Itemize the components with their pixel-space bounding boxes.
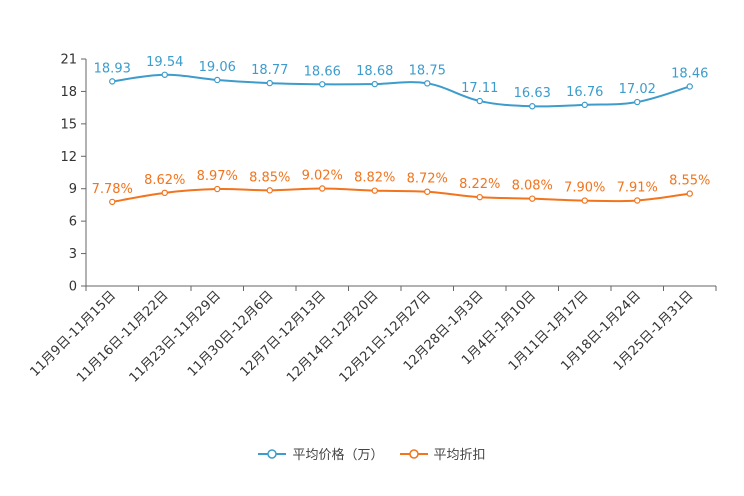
series-price-data-label: 16.76 [566,85,603,100]
series-discount-point [529,195,536,202]
series-discount-data-label: 9.02% [302,168,343,183]
series-price-data-label: 19.54 [146,55,183,70]
series-price-point [686,83,693,90]
series-price-data-label: 18.46 [671,66,708,81]
series-price-data-label: 18.77 [251,63,288,78]
series-price-data-label: 16.63 [514,86,551,101]
legend-price-marker-icon [258,448,287,459]
series-discount-point [161,189,168,197]
chart-axes: 0 3 6 9 12 15 18 21 11月9日-11月15日11月16日-11月22日11月… [27,53,717,386]
series-discount-data-label: 7.90% [564,181,605,196]
series-price-point [109,78,116,85]
series-price-data-label: 17.11 [461,81,498,96]
legend-price-label: 平均价格（万） [292,448,384,463]
y-tick-label: 3 [69,247,77,262]
series-price-point [371,80,378,88]
series-discount-data-label: 8.97% [197,169,238,184]
series-discount-data-label: 7.78% [92,182,133,197]
series-discount-data-label: 8.22% [459,177,500,192]
series-discount-data-label: 8.55% [669,174,710,189]
series-discount-data-label: 8.85% [249,170,290,185]
x-tick-label: 11月9日-11月15日 [27,288,119,380]
series-price-point [634,98,641,106]
x-tick-label: 12月14日-12月20日 [284,288,381,385]
series-price-data-label: 19.06 [199,60,236,75]
legend-item-discount[interactable]: 平均折扣 [399,444,486,463]
chart-legend: 平均价格（万） 平均折扣 [0,444,744,463]
series-price-point [161,71,168,78]
series-discount-data-label: 8.08% [512,179,553,194]
y-tick-label: 15 [60,117,77,132]
y-tick-label: 21 [60,53,77,68]
y-tick-label: 12 [60,150,77,165]
series-price-point [424,80,431,87]
series-price-point [319,81,326,88]
series-discount-point [634,197,641,204]
series-discount-point [424,188,431,195]
x-tick-label: 12月21日-12月27日 [337,288,434,385]
series-price-data-label: 18.68 [356,64,393,79]
series-price-point [214,76,221,84]
series-price-data-label: 18.93 [94,61,131,76]
series-discount-data-label: 8.82% [354,171,395,186]
legend-discount-label: 平均折扣 [433,448,486,463]
series-discount-point [109,198,116,206]
series-price-data-label: 17.02 [619,82,656,97]
legend-item-price[interactable]: 平均价格（万） [258,444,384,463]
series-price-line [112,73,691,108]
series-discount-point [319,185,326,192]
y-tick-label: 6 [69,215,77,230]
y-tick-label: 9 [69,182,77,197]
series-discount-point [686,190,693,197]
y-tick-label: 18 [60,85,77,100]
series-discount-point [371,187,378,194]
y-tick-label: 0 [69,280,77,295]
series-discount-data-label: 7.91% [617,180,658,195]
series-discount-point [266,187,273,194]
x-tick-label: 11月23日-11月29日 [127,288,224,385]
x-tick-label: 11月16日-11月22日 [74,288,171,385]
series-discount-point [476,193,483,201]
series-discount-line [112,187,690,203]
series-discount-data-label: 8.62% [144,173,185,188]
series-price-point [529,103,536,110]
series-price-point [581,101,588,109]
series-price-data-label: 18.75 [409,63,446,78]
series-discount-point [581,197,588,204]
series-discount-point [214,185,221,193]
legend-discount-marker-icon [399,448,428,459]
series-price-point [266,79,273,87]
chart-series: 18.93 19.54 19.06 18.77 18.66 18.68 18.75 17.11… [92,55,710,206]
series-price-point [476,97,483,105]
series-discount-data-label: 8.72% [407,172,448,187]
series-price-data-label: 18.66 [304,64,341,79]
